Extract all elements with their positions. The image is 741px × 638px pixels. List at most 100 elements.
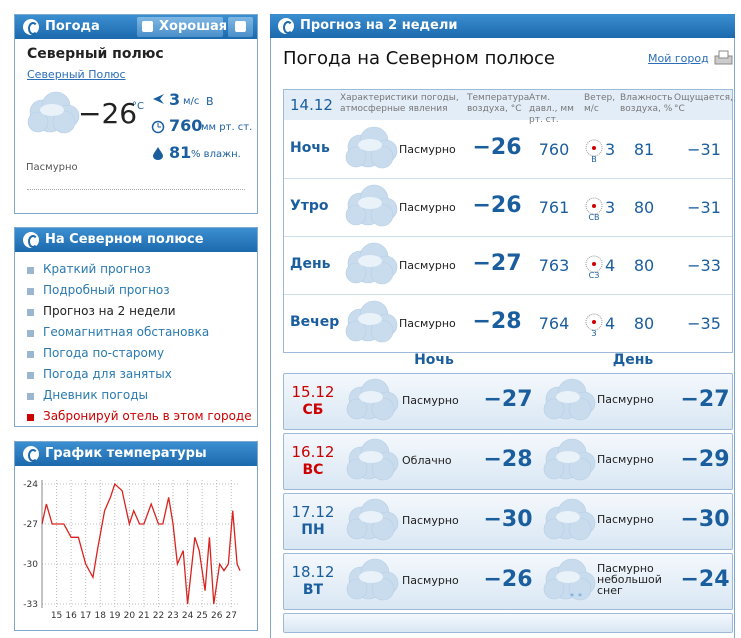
city-link[interactable]: Северный Полюс [27, 68, 126, 81]
wind-icon [153, 94, 164, 104]
nav-bullet [27, 372, 34, 379]
pressure: 763 [538, 256, 570, 275]
widget-title: Погода [45, 19, 100, 34]
cloud-highlight [359, 511, 383, 523]
cloud [346, 558, 399, 601]
rose-center [592, 262, 596, 266]
wind-rose [585, 197, 603, 215]
nav-link[interactable]: Забронируй отель в этом городе [43, 409, 252, 423]
cloud-puff [27, 111, 49, 133]
feels-like: −31 [687, 198, 721, 217]
nav-box: На Северном полюсе [14, 227, 258, 427]
cloud-highlight [359, 451, 383, 463]
x-tick-label: 16 [65, 611, 77, 621]
header-bar [15, 442, 257, 466]
cloud [345, 300, 398, 343]
cloud-puff [370, 319, 394, 343]
day-row [283, 613, 733, 633]
pressure-unit: мм рт. ст. [201, 122, 253, 133]
nav-bullet [27, 330, 34, 337]
nav-link[interactable]: Погода по-старому [43, 346, 165, 360]
night-temp: −27 [483, 387, 533, 412]
pressure: 761 [538, 198, 570, 217]
condition: Пасмурно [399, 143, 456, 156]
rate-button[interactable]: Хорошая [137, 17, 227, 37]
cloud-icon [543, 438, 596, 481]
pressure: 760 [538, 140, 570, 159]
temp-unit: °C [132, 101, 144, 112]
rose [585, 197, 603, 215]
weekday: ПН [301, 522, 325, 538]
wind-speed: 3 [605, 198, 616, 217]
cloud-puff [568, 517, 592, 541]
print-icon [714, 50, 733, 65]
cloud [345, 184, 398, 227]
nav-link[interactable]: Погода для занятых [43, 367, 172, 381]
forecast-header: Прогноз на 2 недели [270, 14, 735, 38]
today-table [283, 89, 733, 353]
logo-icon [23, 19, 39, 35]
page: { "weather_widget": {"title": "Погода", … [14, 14, 735, 638]
cloud-icon: * * [543, 558, 596, 601]
logo-icon [278, 18, 294, 34]
period-label: Утро [290, 198, 329, 214]
cloud-puff [345, 146, 367, 168]
page-heading: Погода на Северном полюсе [283, 48, 555, 69]
cloud [346, 438, 399, 481]
my-city-link[interactable]: Мой город [648, 52, 709, 65]
cloud [27, 91, 80, 134]
today-header-row [284, 90, 732, 120]
feels-like: −33 [687, 256, 721, 275]
humidity-unit: % влажн. [191, 149, 241, 160]
rose-center [592, 146, 596, 150]
cloud-highlight [358, 313, 382, 325]
cloud-icon [27, 91, 80, 134]
cloud-highlight [359, 391, 383, 403]
row-divider [284, 294, 732, 295]
x-tick-label: 21 [138, 611, 149, 621]
cloud-puff [346, 398, 368, 420]
pressure-icon [151, 120, 165, 134]
city-name: Северный полюс [27, 46, 164, 62]
wind-direction: З [591, 329, 597, 338]
cloud-icon [345, 300, 398, 343]
date: 17.12 [291, 503, 335, 521]
wind-speed: 3 [169, 90, 181, 109]
gauge [151, 120, 165, 134]
nav-link[interactable]: Прогноз на 2 недели [43, 304, 176, 318]
condition: Пасмурно [26, 162, 78, 173]
wind-direction: СЗ [588, 271, 600, 280]
pressure: 760 [169, 116, 203, 135]
wind-unit: м/с [183, 96, 200, 107]
cloud-highlight [40, 104, 64, 116]
chart-title: График температуры [45, 446, 207, 461]
cloud [543, 498, 596, 541]
dotted-divider [27, 189, 245, 190]
thumb-down-button[interactable] [228, 17, 253, 37]
weekday: ВС [302, 462, 324, 478]
wind-rose [585, 255, 603, 273]
y-tick-label: -24 [23, 480, 38, 490]
x-tick-label: 23 [167, 611, 178, 621]
wind-direction: В [206, 95, 214, 108]
cloud-puff [345, 320, 367, 342]
x-tick-label: 24 [182, 611, 194, 621]
cloud-highlight [556, 571, 580, 583]
pressure: 764 [538, 314, 570, 333]
cloud: * * [543, 558, 596, 601]
weekday: СБ [302, 402, 324, 418]
cloud-highlight [358, 139, 382, 151]
nav-link[interactable]: Дневник погоды [43, 388, 148, 402]
date: 15.12 [291, 383, 335, 401]
nav-link[interactable]: Краткий прогноз [43, 262, 151, 276]
snowflake: * [578, 592, 582, 601]
night-condition: Пасмурно [402, 574, 459, 587]
nav-link[interactable]: Подробный прогноз [43, 283, 170, 297]
nav-link[interactable]: Геомагнитная обстановка [43, 325, 210, 339]
humidity: 80 [633, 198, 655, 217]
cloud-puff [52, 110, 76, 134]
cloud [345, 242, 398, 285]
night-temp: −26 [483, 567, 533, 592]
drop [153, 147, 163, 160]
x-tick-label: 15 [51, 611, 62, 621]
